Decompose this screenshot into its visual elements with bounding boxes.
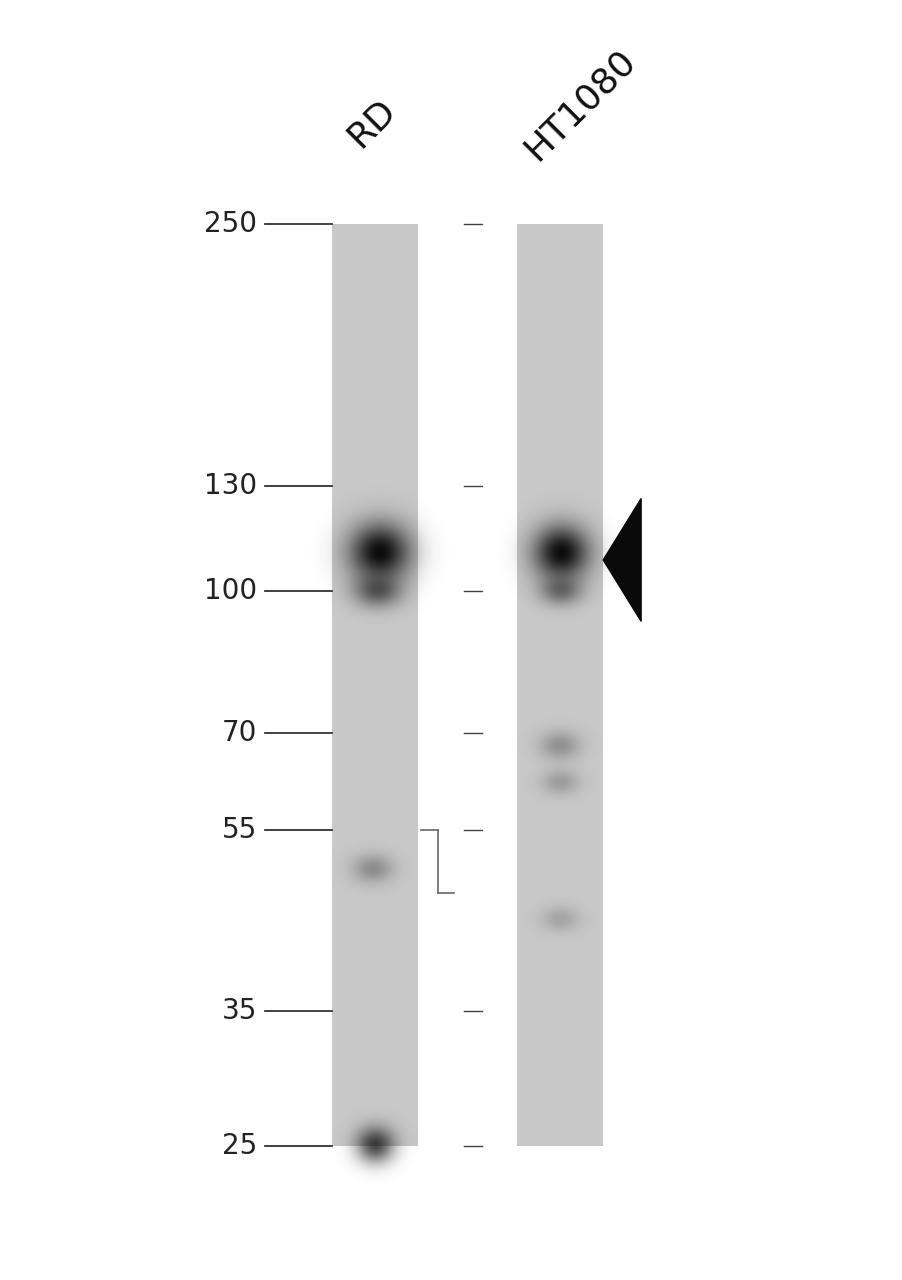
- Text: 25: 25: [222, 1132, 257, 1160]
- Text: 55: 55: [222, 817, 257, 844]
- Text: 70: 70: [222, 719, 257, 748]
- Polygon shape: [603, 498, 640, 621]
- Text: HT1080: HT1080: [517, 42, 641, 166]
- Bar: [332, 224, 418, 1146]
- Bar: [516, 224, 603, 1146]
- Text: RD: RD: [341, 92, 402, 154]
- Text: 100: 100: [204, 577, 257, 604]
- Text: 250: 250: [204, 210, 257, 238]
- Text: 130: 130: [204, 472, 257, 499]
- Text: 35: 35: [222, 997, 257, 1025]
